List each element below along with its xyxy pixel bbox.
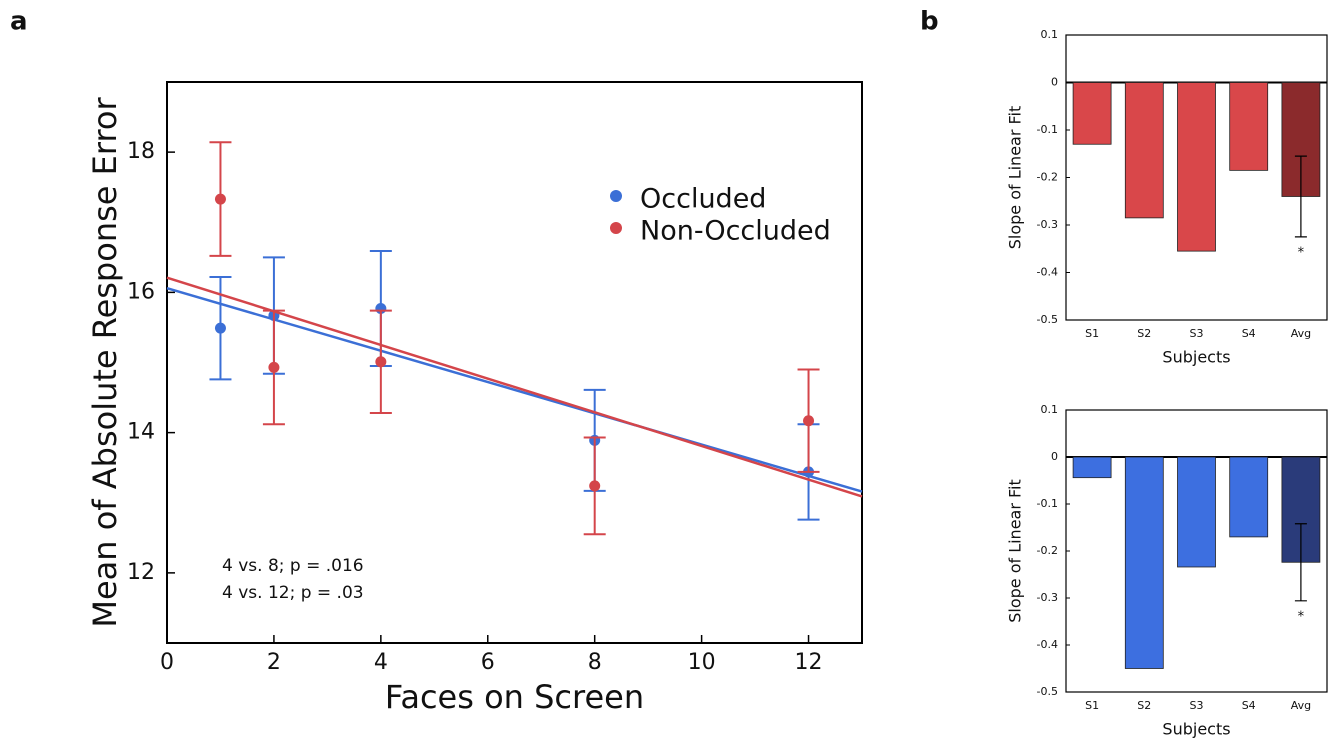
x-tick-label: S4 — [1242, 327, 1256, 340]
bar — [1072, 456, 1112, 479]
x-axis-label: Subjects — [1162, 720, 1230, 739]
plot-frame — [166, 81, 863, 644]
x-tick-label: S2 — [1137, 327, 1151, 340]
x-tick-label: 0 — [160, 650, 174, 675]
y-tick-label: -0.3 — [1037, 591, 1058, 604]
y-tick-label: 18 — [127, 139, 155, 164]
point — [375, 356, 387, 368]
bar — [1124, 456, 1164, 669]
bar — [1177, 82, 1216, 252]
bar — [1229, 456, 1269, 538]
x-tick-label: 4 — [374, 650, 388, 675]
y-tick-label: 0.1 — [1041, 403, 1059, 416]
x-tick-label: Avg — [1291, 327, 1311, 340]
x-tick-label: 12 — [795, 650, 823, 675]
y-tick-label: 14 — [127, 420, 155, 445]
y-axis-label: Mean of Absolute Response Error — [86, 97, 124, 628]
x-tick-label: S2 — [1137, 699, 1151, 712]
bar — [1124, 82, 1164, 219]
y-tick-label: 0 — [1051, 450, 1058, 463]
panel-letter: b — [920, 7, 939, 37]
y-tick-label: -0.5 — [1037, 313, 1058, 326]
bar — [1281, 82, 1321, 197]
fit-line — [166, 276, 863, 498]
legend-marker — [610, 222, 622, 234]
point — [214, 193, 226, 205]
x-tick-label: 6 — [481, 650, 495, 675]
y-tick-label: -0.3 — [1037, 218, 1058, 231]
bar — [1072, 82, 1112, 145]
legend-label: Occluded — [640, 184, 766, 215]
y-tick-label: -0.4 — [1037, 266, 1058, 279]
y-axis-label: Slope of Linear Fit — [1006, 106, 1025, 250]
legend-label: Non-Occluded — [640, 216, 831, 247]
bar — [1177, 456, 1216, 568]
x-tick-label: S1 — [1085, 327, 1099, 340]
point — [803, 415, 815, 427]
bar — [1229, 82, 1269, 171]
y-tick-label: -0.1 — [1037, 123, 1058, 136]
x-axis-label: Subjects — [1162, 348, 1230, 367]
error-bar — [1294, 155, 1307, 238]
point — [268, 361, 280, 373]
x-tick-label: 10 — [688, 650, 716, 675]
y-tick-label: 12 — [127, 560, 155, 585]
y-tick-label: -0.1 — [1037, 497, 1058, 510]
x-axis-label: Faces on Screen — [385, 678, 644, 716]
annotation: 4 vs. 8; p = .016 — [222, 556, 364, 576]
significance-marker: * — [1298, 245, 1305, 260]
x-tick-label: S3 — [1190, 699, 1204, 712]
y-tick-label: -0.2 — [1037, 544, 1058, 557]
x-tick-label: S1 — [1085, 699, 1099, 712]
point — [214, 322, 226, 334]
y-tick-label: -0.5 — [1037, 685, 1058, 698]
y-tick-label: 0 — [1051, 76, 1058, 89]
significance-marker: * — [1298, 609, 1305, 624]
legend-marker — [610, 190, 622, 202]
x-tick-label: S4 — [1242, 699, 1256, 712]
y-tick-label: -0.2 — [1037, 171, 1058, 184]
x-tick-label: 2 — [267, 650, 281, 675]
panel-letter: a — [10, 7, 28, 37]
error-bar — [1294, 523, 1307, 602]
y-tick-label: -0.4 — [1037, 638, 1058, 651]
annotation: 4 vs. 12; p = .03 — [222, 583, 364, 603]
x-tick-label: S3 — [1190, 327, 1204, 340]
y-axis-label: Slope of Linear Fit — [1006, 479, 1025, 623]
point — [589, 480, 601, 492]
x-tick-label: Avg — [1291, 699, 1311, 712]
x-tick-label: 8 — [588, 650, 602, 675]
y-tick-label: 0.1 — [1041, 28, 1059, 41]
y-tick-label: 16 — [127, 279, 155, 304]
fit-line — [166, 286, 863, 493]
